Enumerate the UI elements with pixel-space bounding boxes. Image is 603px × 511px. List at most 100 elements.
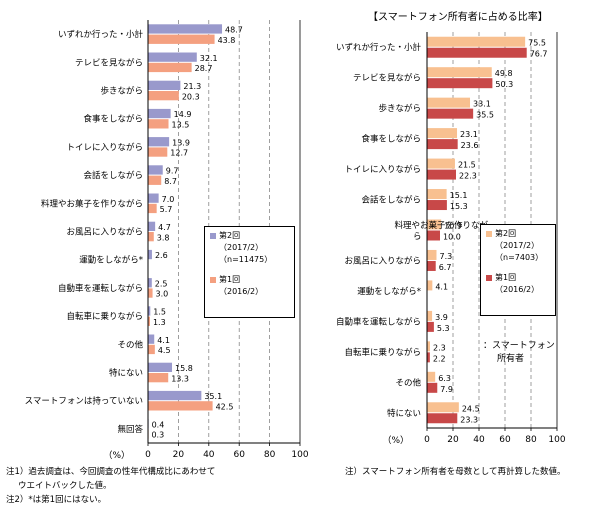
left-category-label: その他 [117,339,143,350]
left-bar-s2 [148,390,202,401]
right-tick-label: 0 [424,435,430,445]
right-bar-s2 [427,158,455,169]
legend-s2-n: （n=7403） [495,253,544,262]
left-bar-s2 [148,24,223,34]
left-legend: 第2回 （2017/2） （n=11475） 第1回 （2016/2） [204,226,295,318]
left-tick-label: 0 [145,450,151,460]
left-value-label-s1: 0.3 [151,431,164,440]
right-category-label: 特にない [387,408,421,419]
right-value-label-s1: 7.9 [440,385,453,394]
left-value-label-s1: 3.8 [157,233,170,242]
left-bar-s2 [148,306,151,316]
right-value-label-s2: 2.3 [433,343,446,352]
right-bar-s1 [427,169,456,180]
left-category-label: 歩きながら [100,86,143,97]
right-value-label-s2: 75.5 [528,39,546,48]
right-bar-s2 [427,128,458,139]
legend-swatch-s1 [486,275,492,281]
left-value-label-s2: 2.5 [155,279,168,288]
left-category-label: 会話をしながら [83,170,143,181]
right-tick-label: 60 [499,435,511,445]
left-value-label-s2: 13.9 [172,138,190,147]
left-category-label: 料理やお菓子を作りながら [41,198,143,209]
left-bar-s1 [148,34,215,44]
left-bar-s1 [148,147,168,157]
left-note-2: ウエイトバックした値。 [18,481,112,491]
right-tick-label: 40 [473,435,485,445]
left-value-label-s2: 4.1 [157,336,170,345]
right-bar-s2 [427,36,526,47]
left-value-label-s2: 14.9 [174,110,192,119]
right-category-label-cont: ら [413,232,422,242]
left-bar-s1 [148,91,179,101]
left-category-label: 特にない [109,368,143,379]
right-value-label-s2: 21.5 [458,161,476,170]
right-category-label: 料理やお菓子を作りなが [394,220,488,231]
right-bar-s1 [427,200,447,211]
right-category-label: 自転車に乗りながら [344,347,421,358]
legend-s2-date: （2017/2） [219,243,264,252]
left-bar-s1 [148,62,192,73]
right-category-label: いずれか行った・小計 [336,42,422,53]
right-value-label-s2: 33.1 [473,100,491,109]
right-annotation-line2: 所有者 [497,354,525,364]
left-value-label-s2: 1.5 [153,308,166,317]
left-value-label-s1: 4.5 [158,346,171,355]
right-note: 注）スマートフォン所有者を母数として再計算した数値。 [345,467,566,477]
right-bar-s2 [427,371,436,382]
left-value-label-s1: 20.3 [182,92,200,101]
left-value-label-s1: 8.7 [164,177,177,186]
left-bar-s2 [148,362,173,372]
right-bar-s2 [427,249,437,260]
legend-s2-date: （2017/2） [495,241,540,250]
left-category-label: 自転車に乗りながら [66,311,143,322]
left-tick-label: 40 [203,450,215,460]
right-bar-s2 [427,189,447,200]
left-chart [147,20,301,446]
left-value-label-s1: 13.5 [172,121,190,130]
left-category-label: トイレに入りながら [66,142,143,153]
left-value-label-s2: 48.7 [225,26,243,35]
right-bar-s1 [427,47,527,58]
left-note-1: 注1）過去調査は、今回調査の性年代構成比にあわせて [6,467,216,477]
right-bar-s2 [427,310,433,321]
left-category-label: スマートフォンは持っていない [25,396,143,407]
left-unit-label: （%） [103,450,130,461]
left-note-3: 注2）*は第1回にはない。 [6,495,107,505]
left-tick-label: 20 [173,450,185,460]
left-value-label-s1: 3.0 [156,290,169,299]
left-bar-s1 [148,373,169,383]
legend-s2-n: （n=11475） [219,255,273,264]
left-value-label-s1: 43.8 [218,36,236,45]
left-category-label: 自動車を運転しながら [58,283,143,294]
left-bar-s1 [148,344,155,355]
right-chart [426,32,558,431]
right-category-label: お風呂に入りながら [344,255,421,266]
left-category-label: お風呂に入りながら [66,227,143,238]
legend-swatch-s2 [486,231,492,237]
right-unit-label: （%） [382,435,409,446]
right-value-label-s2: 6.3 [438,374,451,383]
right-bar-s1 [427,260,436,271]
left-bar-s2 [148,193,159,203]
left-tick-label: 100 [291,450,308,460]
left-bar-s1 [148,175,162,185]
left-bar-s1 [148,203,157,214]
left-value-label-s2: 7.0 [162,195,175,204]
right-category-label: 運動をしながら* [357,286,421,297]
left-value-label-s2: 0.4 [152,420,165,429]
left-bar-s1 [148,119,169,129]
left-value-label-s2: 21.3 [183,82,201,91]
right-value-label-s1: 35.5 [476,111,494,120]
left-category-label: 食事をしながら [83,114,143,125]
right-tick-label: 100 [548,435,565,445]
left-bar-s2 [148,108,171,119]
right-bar-s1 [427,108,474,119]
left-bar-s2 [148,278,152,288]
right-category-label: 歩きながら [378,103,421,114]
left-bar-s2 [148,249,152,260]
right-bar-s1 [427,139,458,150]
right-value-label-s1: 5.3 [437,324,450,333]
left-value-label-s2: 4.7 [158,223,171,232]
